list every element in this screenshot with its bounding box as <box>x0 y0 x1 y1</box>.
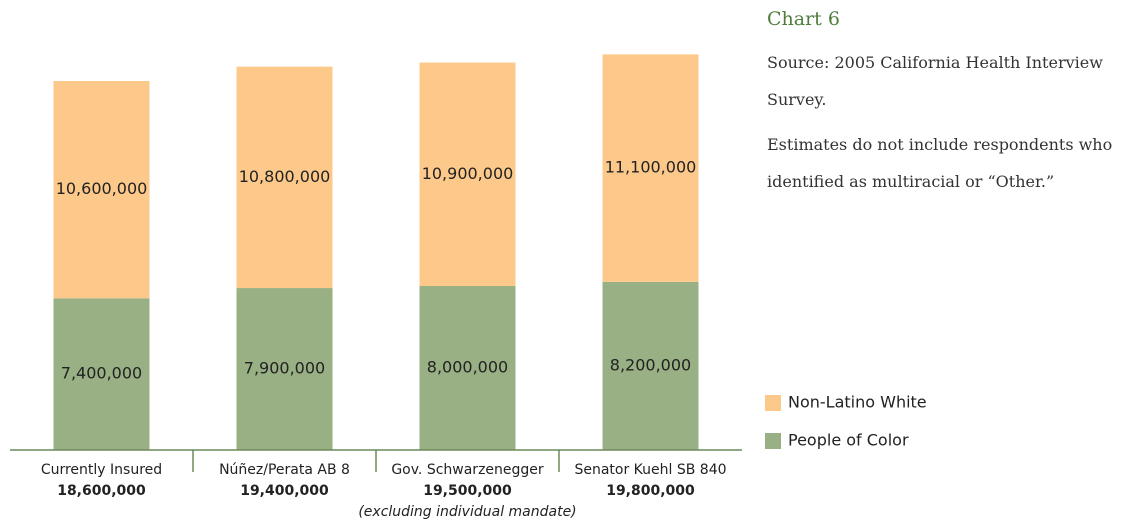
bar-segment <box>602 54 699 282</box>
bar-segment <box>236 288 333 450</box>
bar-segment <box>419 286 516 450</box>
note: Estimates do not include respondents who… <box>767 135 1113 191</box>
total-label: 19,400,000 <box>240 483 329 499</box>
x-tick-label: Núñez/Perata AB 8 <box>219 462 350 478</box>
data-label: 7,900,000 <box>244 359 325 378</box>
annotation: (excluding individual mandate) <box>358 504 576 520</box>
x-tick-label: Gov. Schwarzenegger <box>391 462 544 478</box>
chart-title: Chart 6 <box>767 8 840 30</box>
bar-segment <box>53 81 150 299</box>
legend-swatch <box>765 395 781 411</box>
total-label: 18,600,000 <box>57 483 146 499</box>
source: Source: 2005 California Health Interview… <box>767 53 1103 109</box>
data-label: 10,900,000 <box>422 164 514 183</box>
bar-segment <box>419 62 516 286</box>
data-label: 8,200,000 <box>610 355 691 374</box>
side-panel: Chart 6 Source: 2005 California Health I… <box>767 8 1117 208</box>
data-label: 10,600,000 <box>56 179 148 198</box>
data-label: 7,400,000 <box>61 364 142 383</box>
total-label: 19,800,000 <box>606 483 695 499</box>
legend-swatch <box>765 433 781 449</box>
x-tick-label: Senator Kuehl SB 840 <box>574 462 726 478</box>
x-tick-label: Currently Insured <box>41 462 162 478</box>
bar-segment <box>236 66 333 289</box>
legend-label: Non-Latino White <box>788 393 927 412</box>
bar-segment <box>602 281 699 450</box>
data-label: 10,800,000 <box>239 167 331 186</box>
legend-label: People of Color <box>788 431 909 450</box>
bar-segment <box>53 298 150 450</box>
data-label: 8,000,000 <box>427 358 508 377</box>
total-label: 19,500,000 <box>423 483 512 499</box>
data-label: 11,100,000 <box>605 158 697 177</box>
